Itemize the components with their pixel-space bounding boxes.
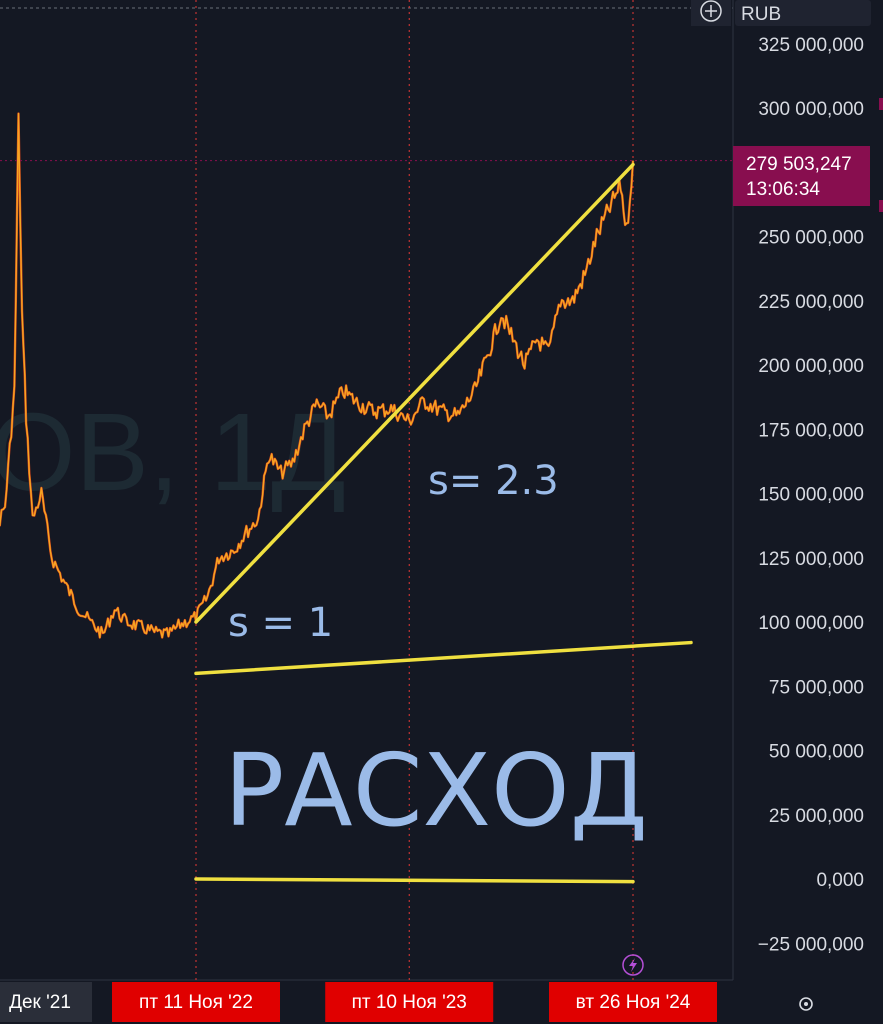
y-tick-label: 175 000,000	[758, 420, 864, 441]
date-badge	[112, 982, 280, 1022]
price-axis-side-markers	[879, 98, 883, 212]
y-tick-label: 50 000,000	[769, 742, 864, 763]
symbol-watermark: ОВ, 1Д	[0, 391, 346, 514]
current-price-background	[733, 146, 870, 206]
y-tick-label: 75 000,000	[769, 677, 864, 698]
y-tick-label: 325 000,000	[758, 35, 864, 56]
lightning-icon[interactable]	[622, 954, 644, 976]
handwritten-annotations: s = 1 s= 2.3 РАСХОД	[224, 458, 648, 849]
y-tick-label: 225 000,000	[758, 292, 864, 313]
y-tick-label: −25 000,000	[758, 934, 864, 955]
y-tick-label: 125 000,000	[758, 549, 864, 570]
trend-line	[194, 877, 635, 884]
trend-line	[194, 640, 693, 676]
y-tick-label: 25 000,000	[769, 806, 864, 827]
currency-label: RUB	[741, 4, 781, 25]
y-tick-label: 200 000,000	[758, 356, 864, 377]
side-marker	[879, 200, 883, 212]
currency-selector[interactable]: RUB	[735, 0, 871, 26]
trend-line	[194, 162, 635, 624]
x-tick-label: пт 11 Ноя '22	[139, 992, 253, 1013]
x-tick-label: вт 26 Ноя '24	[576, 992, 691, 1013]
y-tick-label: 150 000,000	[758, 485, 864, 506]
y-tick-label: 100 000,000	[758, 613, 864, 634]
annotation-s-one: s = 1	[228, 600, 333, 646]
lightning-bolt	[629, 958, 637, 972]
add-alert-button[interactable]	[691, 0, 731, 26]
settings-gear-icon[interactable]	[799, 997, 813, 1011]
gear-center	[804, 1002, 808, 1006]
current-price-value: 279 503,247	[746, 154, 852, 175]
date-badge	[549, 982, 717, 1022]
annotation-s-two: s= 2.3	[428, 458, 559, 504]
date-badge	[0, 982, 92, 1022]
side-marker	[879, 98, 883, 110]
y-tick-label: 0,000	[816, 870, 864, 891]
y-tick-label: 250 000,000	[758, 228, 864, 249]
date-badge	[325, 982, 494, 1022]
currency-box[interactable]	[735, 0, 871, 26]
plus-circle-icon[interactable]	[700, 0, 722, 22]
lightning-circle[interactable]	[622, 954, 644, 976]
x-tick-label: Дек '21	[9, 992, 71, 1013]
price-line	[0, 112, 634, 639]
current-price-badge: 279 503,247 13:06:34	[733, 146, 870, 206]
x-tick-label: пт 10 Ноя '23	[352, 992, 467, 1013]
price-countdown: 13:06:34	[746, 179, 820, 200]
annotation-word: РАСХОД	[224, 732, 648, 849]
y-tick-label: 300 000,000	[758, 99, 864, 120]
gear-icon[interactable]	[799, 997, 813, 1011]
